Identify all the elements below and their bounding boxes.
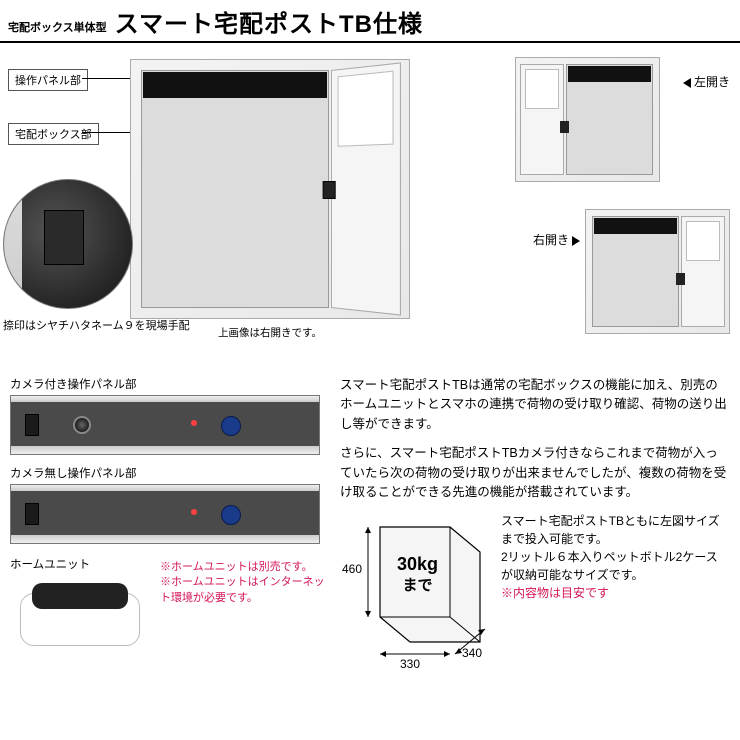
right-column: スマート宅配ポストTBは通常の宅配ボックスの機能に加え、別売のホームユニットとス… bbox=[340, 376, 728, 672]
right-open-box bbox=[585, 209, 730, 334]
top-section: 操作パネル部 宅配ボックス部 上画像は右開きです。 捺印はシヤチハタネーム９を現… bbox=[0, 49, 740, 369]
panel-cam-photo bbox=[10, 395, 320, 455]
main-box-image bbox=[130, 59, 410, 319]
left-open-box bbox=[515, 57, 660, 182]
home-unit-row: ホームユニット ※ホームユニットは別売です。 ※ホームユニットはインターネット環… bbox=[10, 556, 330, 650]
dim-height: 460 bbox=[342, 562, 362, 576]
size-text-1: スマート宅配ポストTBともに左図サイズまで投入可能です。 bbox=[501, 512, 728, 548]
header: 宅配ボックス単体型 スマート宅配ポストTB仕様 bbox=[0, 0, 740, 43]
panel-cam-label: カメラ付き操作パネル部 bbox=[10, 376, 330, 392]
header-subtitle: 宅配ボックス単体型 bbox=[8, 19, 107, 39]
desc-p1: スマート宅配ポストTBは通常の宅配ボックスの機能に加え、別売のホームユニットとス… bbox=[340, 376, 728, 434]
left-open-box-wrap bbox=[515, 57, 660, 182]
home-unit-photo bbox=[10, 575, 150, 650]
desc-p2: さらに、スマート宅配ポストTBカメラ付きならこれまで荷物が入っていたら次の荷物の… bbox=[340, 444, 728, 502]
left-column: カメラ付き操作パネル部 カメラ無し操作パネル部 ホームユニット bbox=[10, 376, 330, 650]
main-box-3d bbox=[130, 59, 410, 319]
size-note: ※内容物は目安です bbox=[501, 584, 728, 602]
stamp-note: 捺印はシヤチハタネーム９を現場手配 bbox=[3, 317, 203, 333]
left-open-label: 左開き bbox=[683, 73, 730, 90]
dim-depth: 340 bbox=[462, 646, 482, 660]
stamp-photo bbox=[3, 179, 133, 309]
panel-nocam-photo bbox=[10, 484, 320, 544]
label-delivery-box: 宅配ボックス部 bbox=[8, 123, 99, 145]
home-unit-note-2: ※ホームユニットはインターネット環境が必要です。 bbox=[160, 575, 330, 606]
panel-nocam-label: カメラ無し操作パネル部 bbox=[10, 465, 330, 481]
home-unit-note-1: ※ホームユニットは別売です。 bbox=[160, 560, 330, 575]
dim-row: 30kg まで 460 330 340 スマート宅配ポストTBともに左図サイズま… bbox=[340, 512, 728, 672]
right-open-label: 右開き bbox=[533, 231, 580, 248]
header-title: スマート宅配ポストTB仕様 bbox=[115, 4, 423, 39]
label-delivery-box-wrap: 宅配ボックス部 bbox=[8, 123, 99, 145]
label-control-panel-wrap: 操作パネル部 bbox=[8, 69, 88, 91]
dimension-diagram: 30kg まで 460 330 340 bbox=[340, 512, 495, 672]
size-text: スマート宅配ポストTBともに左図サイズまで投入可能です。 2リットル６本入りペッ… bbox=[495, 512, 728, 672]
weight-text-2: まで bbox=[340, 574, 495, 595]
dim-width: 330 bbox=[400, 657, 420, 671]
label-control-panel: 操作パネル部 bbox=[8, 69, 88, 91]
right-open-box-wrap bbox=[585, 209, 730, 334]
home-unit-notes: ※ホームユニットは別売です。 ※ホームユニットはインターネット環境が必要です。 bbox=[160, 556, 330, 650]
home-unit-label: ホームユニット bbox=[10, 556, 160, 572]
size-text-2: 2リットル６本入りペットボトル2ケースが収納可能なサイズです。 bbox=[501, 548, 728, 584]
weight-text-1: 30kg bbox=[340, 554, 495, 575]
